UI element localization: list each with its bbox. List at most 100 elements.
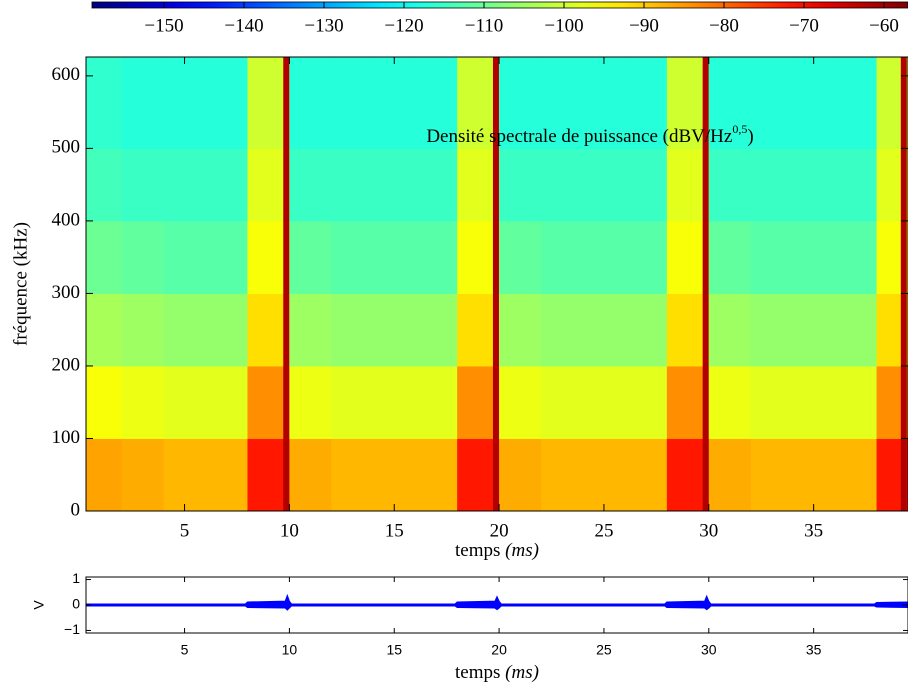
heatmap-cell — [624, 57, 668, 149]
x-tick-label: 25 — [594, 520, 613, 541]
x-tick-label: 20 — [491, 642, 507, 658]
heatmap-cell — [289, 57, 332, 149]
colorbar-label-text: Densité spectrale de puissance (dBV/Hz — [426, 126, 732, 147]
heatmap-cell — [792, 293, 836, 367]
heatmap-cell — [834, 148, 878, 222]
heatmap-cell — [792, 220, 836, 294]
y-tick-label: 200 — [52, 354, 81, 375]
heatmap-cell — [331, 148, 374, 222]
y-tick-label: 500 — [52, 137, 81, 158]
heatmap-cell — [792, 365, 836, 439]
heatmap-cell — [541, 438, 584, 512]
y-tick-label: 0 — [71, 499, 81, 520]
x-tick-label: 25 — [596, 642, 612, 658]
heatmap-cell — [582, 148, 626, 222]
x-tick-label: 5 — [180, 520, 190, 541]
heatmap-cell — [415, 293, 458, 367]
heatmap-cell — [457, 57, 500, 149]
colorbar-tick-label: −130 — [304, 15, 343, 36]
x-label-unit: (ms) — [505, 540, 539, 561]
heatmap-cell — [624, 293, 668, 367]
colorbar-label: Densité spectrale de puissance (dBV/Hz0,… — [426, 122, 753, 148]
heatmap-cell — [457, 148, 500, 222]
heatmap-cell — [624, 365, 668, 439]
heatmap-cell — [163, 293, 207, 367]
heatmap-cell — [415, 148, 458, 222]
heatmap-cell — [121, 293, 165, 367]
heatmap-cell — [708, 57, 752, 149]
heatmap-cell — [499, 365, 542, 439]
heatmap-cell — [582, 293, 626, 367]
heatmap-cell — [86, 438, 123, 512]
heatmap-cell — [708, 148, 752, 222]
heatmap-cell — [163, 220, 207, 294]
heatmap-cell — [373, 293, 416, 367]
heatmap-cell — [541, 293, 584, 367]
heatmap-cell — [582, 57, 626, 149]
x-tick-label: 15 — [385, 520, 404, 541]
x-tick-label: 35 — [804, 520, 823, 541]
heatmap-cell — [163, 438, 207, 512]
x-tick-label: 30 — [699, 520, 718, 541]
heatmap-cell — [708, 293, 752, 367]
colorbar-label-end: ) — [747, 126, 753, 147]
y-tick-label: −1 — [64, 621, 80, 637]
heatmap-cell — [834, 57, 878, 149]
heatmap-cell — [415, 57, 458, 149]
heatmap-cell — [373, 148, 416, 222]
y-tick-label: 600 — [52, 64, 81, 85]
waveform — [85, 604, 908, 611]
heatmap-cell — [289, 148, 332, 222]
heatmap-cell — [373, 438, 416, 512]
heatmap-cell — [331, 57, 374, 149]
heatmap-cell — [247, 148, 290, 222]
heatmap-cell — [121, 365, 165, 439]
colorbar — [91, 1, 908, 9]
pulse-line — [283, 57, 290, 511]
heatmap-cell — [834, 365, 878, 439]
heatmap-cell — [205, 57, 248, 149]
heatmap-cell — [582, 438, 626, 512]
heatmap-cell — [163, 57, 207, 149]
x-axis-label: temps (ms) — [455, 540, 539, 561]
heatmap-cell — [541, 148, 584, 222]
heatmap-cell — [457, 438, 500, 512]
heatmap-cell — [541, 57, 584, 149]
heatmap-cell — [289, 220, 332, 294]
heatmap-cell — [86, 148, 123, 222]
heatmap-cell — [331, 220, 374, 294]
heatmap-cell — [121, 438, 165, 512]
y-tick-label: 300 — [52, 282, 81, 303]
x-tick-label: 15 — [386, 642, 402, 658]
heatmap-cell — [624, 148, 668, 222]
heatmap-cell — [163, 148, 207, 222]
colorbar-tick-label: −70 — [789, 15, 819, 36]
x-tick-label: 10 — [280, 520, 299, 541]
heatmap-cell — [834, 220, 878, 294]
x-tick-label: 30 — [701, 642, 717, 658]
heatmap-cell — [708, 365, 752, 439]
heatmap-cell — [289, 293, 332, 367]
colorbar-tick-label: −90 — [629, 15, 659, 36]
colorbar-tick-label: −120 — [384, 15, 423, 36]
heatmap-cell — [792, 57, 836, 149]
heatmap-cell — [750, 148, 794, 222]
heatmap-cell — [624, 438, 668, 512]
heatmap-cell — [415, 220, 458, 294]
waveform — [85, 593, 908, 606]
heatmap-cell — [792, 148, 836, 222]
heatmap-cell — [666, 293, 710, 367]
heatmap-cell — [750, 293, 794, 367]
heatmap-cell — [666, 438, 710, 512]
heatmap-cell — [205, 220, 248, 294]
heatmap-cell — [121, 57, 165, 149]
heatmap-cell — [373, 57, 416, 149]
heatmap-cell — [666, 365, 710, 439]
heatmap-cell — [247, 293, 290, 367]
heatmap-cell — [247, 57, 290, 149]
pulse-line — [900, 57, 907, 511]
heatmap-cell — [205, 148, 248, 222]
colorbar-tick-label: −110 — [465, 15, 504, 36]
heatmap-cell — [331, 365, 374, 439]
